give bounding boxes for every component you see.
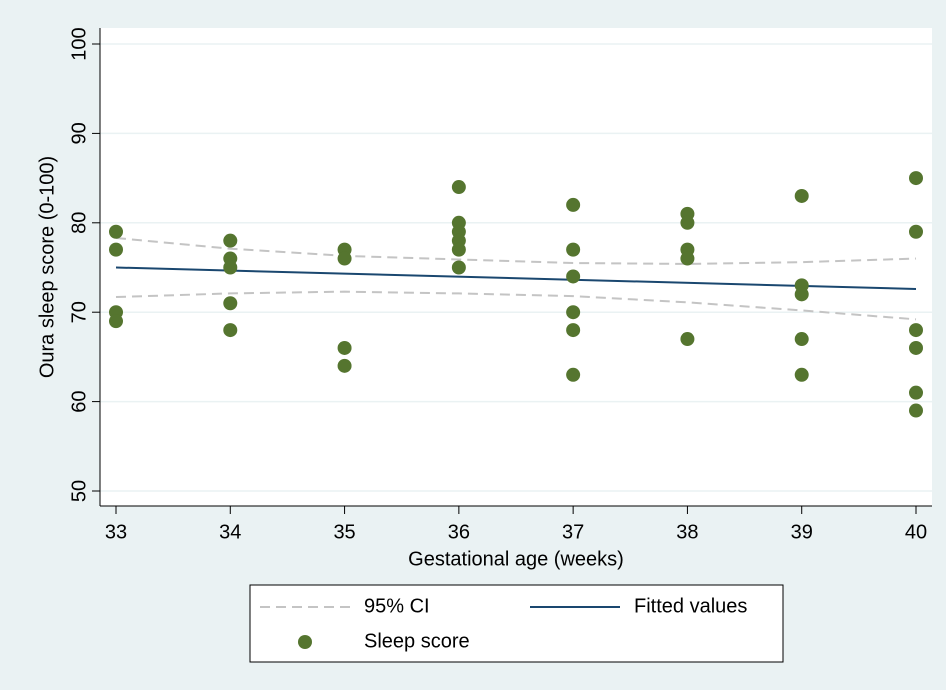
point [451, 180, 466, 195]
legend-label: Fitted values [634, 595, 747, 617]
point [566, 242, 581, 257]
ci-lower [115, 290, 917, 321]
point [680, 215, 695, 230]
point [909, 323, 923, 338]
plot-area [100, 28, 932, 506]
legend-marker [298, 635, 312, 649]
point [566, 197, 581, 212]
y-tick-label: 70 [68, 301, 90, 323]
ci-upper [115, 237, 917, 265]
point [909, 224, 923, 239]
y-tick-label: 80 [68, 212, 90, 234]
y-tick-label: 100 [68, 27, 90, 60]
y-tick-label: 50 [68, 480, 90, 502]
point [794, 332, 809, 347]
x-tick-label: 37 [562, 521, 584, 543]
x-tick-label: 39 [791, 521, 813, 543]
point [223, 233, 238, 248]
point [337, 340, 352, 355]
point [109, 242, 123, 257]
point [109, 224, 123, 239]
point [109, 314, 123, 329]
x-tick-label: 38 [676, 521, 698, 543]
point [909, 403, 923, 418]
point [794, 367, 809, 382]
x-tick-label: 33 [105, 521, 127, 543]
point [223, 260, 238, 275]
point [909, 171, 923, 186]
point [566, 269, 581, 284]
legend-label: Sleep score [364, 630, 470, 652]
legend-box [249, 584, 784, 663]
point [337, 251, 352, 266]
point [566, 323, 581, 338]
x-tick-label: 40 [905, 521, 927, 543]
x-tick-label: 36 [448, 521, 470, 543]
point [223, 296, 238, 311]
point [451, 242, 466, 257]
x-axis-label: Gestational age (weeks) [408, 548, 624, 570]
point [223, 323, 238, 338]
point [566, 305, 581, 320]
legend-label: 95% CI [364, 595, 430, 617]
x-tick-label: 35 [333, 521, 355, 543]
y-axis-label: Oura sleep score (0-100) [36, 156, 58, 378]
point [566, 367, 581, 382]
point [909, 385, 923, 400]
point [794, 188, 809, 203]
point [909, 340, 923, 355]
y-tick-label: 60 [68, 390, 90, 412]
point [680, 332, 695, 347]
point [337, 358, 352, 373]
fitted-line [115, 266, 917, 290]
point [451, 260, 466, 275]
point [680, 251, 695, 266]
y-tick-label: 90 [68, 122, 90, 144]
point [794, 287, 809, 302]
x-tick-label: 34 [219, 521, 241, 543]
